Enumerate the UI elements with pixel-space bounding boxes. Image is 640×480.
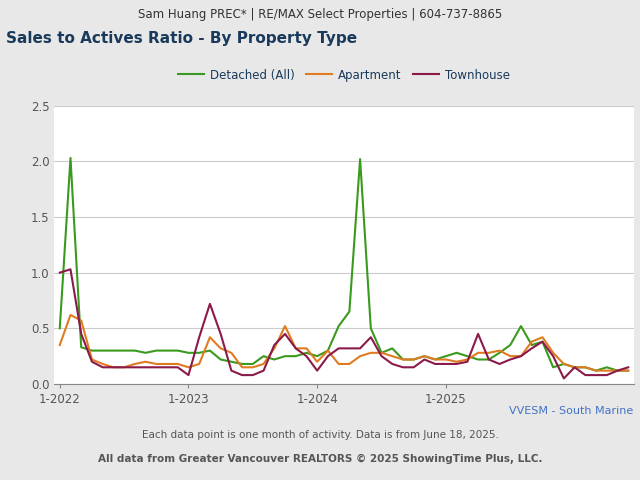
Apartment: [399, 357, 407, 362]
Legend: Detached (All), Apartment, Townhouse: Detached (All), Apartment, Townhouse: [173, 64, 515, 86]
Line: Detached (All): Detached (All): [60, 158, 628, 371]
Text: Each data point is one month of activity. Data is from June 18, 2025.: Each data point is one month of activity…: [141, 430, 499, 440]
Detached (All): [592, 368, 600, 373]
Text: All data from Greater Vancouver REALTORS © 2025 ShowingTime Plus, LLC.: All data from Greater Vancouver REALTORS…: [98, 454, 542, 464]
Townhouse: [281, 331, 289, 337]
Townhouse: [410, 364, 417, 370]
Apartment: [56, 342, 63, 348]
Apartment: [592, 368, 600, 373]
Apartment: [67, 312, 74, 318]
Townhouse: [163, 364, 171, 370]
Detached (All): [67, 155, 74, 161]
Detached (All): [410, 357, 417, 362]
Townhouse: [67, 266, 74, 272]
Detached (All): [281, 353, 289, 359]
Apartment: [625, 368, 632, 373]
Detached (All): [163, 348, 171, 353]
Apartment: [378, 350, 385, 356]
Townhouse: [560, 375, 568, 381]
Townhouse: [378, 353, 385, 359]
Text: Sales to Actives Ratio - By Property Type: Sales to Actives Ratio - By Property Typ…: [6, 31, 358, 46]
Text: Sam Huang PREC* | RE/MAX Select Properties | 604-737-8865: Sam Huang PREC* | RE/MAX Select Properti…: [138, 8, 502, 21]
Townhouse: [56, 270, 63, 276]
Line: Townhouse: Townhouse: [60, 269, 628, 378]
Apartment: [410, 357, 417, 362]
Apartment: [452, 359, 460, 365]
Detached (All): [625, 368, 632, 373]
Detached (All): [452, 350, 460, 356]
Text: VVESM - South Marine: VVESM - South Marine: [509, 406, 634, 416]
Townhouse: [399, 364, 407, 370]
Detached (All): [399, 357, 407, 362]
Detached (All): [56, 325, 63, 331]
Line: Apartment: Apartment: [60, 315, 628, 371]
Townhouse: [452, 361, 460, 367]
Townhouse: [625, 364, 632, 370]
Apartment: [281, 323, 289, 329]
Apartment: [163, 361, 171, 367]
Detached (All): [378, 350, 385, 356]
